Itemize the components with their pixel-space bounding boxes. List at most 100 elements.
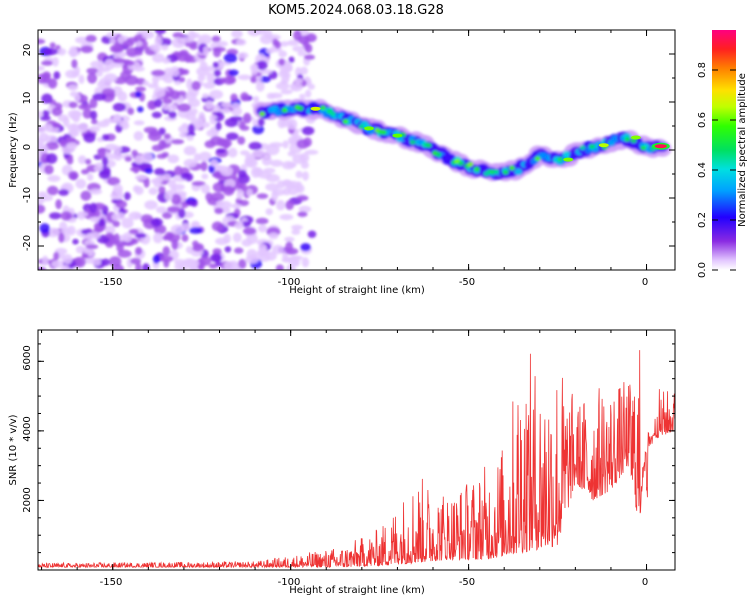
noise-cell — [128, 228, 139, 235]
noise-cell — [226, 132, 239, 141]
noise-cell — [152, 74, 160, 86]
noise-cell — [183, 258, 197, 265]
heatmap-blob-layer — [38, 30, 672, 270]
noise-cell — [237, 74, 252, 81]
noise-cell — [52, 122, 61, 128]
noise-cell — [124, 156, 132, 162]
colorbar-tick-label: 0.8 — [697, 62, 708, 78]
noise-cell — [169, 90, 181, 100]
noise-cell — [66, 156, 74, 165]
noise-cell — [98, 218, 106, 227]
noise-cell — [304, 54, 315, 60]
noise-cell — [137, 106, 144, 113]
noise-cell — [143, 177, 150, 188]
noise-cell — [91, 258, 102, 266]
noise-cell — [68, 101, 78, 109]
chart-title: KOM5.2024.068.03.18.G28 — [268, 3, 444, 18]
noise-cell — [62, 254, 73, 265]
noise-cell — [162, 211, 173, 219]
x-tick-label: -100 — [278, 277, 301, 288]
noise-cell — [62, 116, 70, 127]
noise-cell — [296, 195, 309, 201]
ridge-cell — [493, 169, 499, 175]
noise-cell — [106, 32, 117, 39]
noise-cell — [282, 140, 289, 149]
noise-cell — [186, 78, 193, 90]
noise-cell — [293, 30, 302, 41]
noise-cell — [162, 246, 171, 257]
noise-cell — [219, 107, 231, 114]
noise-cell — [303, 137, 312, 147]
noise-cell — [237, 52, 249, 59]
noise-cell — [300, 66, 308, 75]
hot-cell — [630, 135, 641, 140]
noise-cell — [228, 69, 239, 77]
noise-cell — [288, 56, 295, 63]
noise-cell — [42, 110, 50, 117]
noise-cell — [278, 50, 288, 58]
noise-cell — [66, 142, 78, 150]
noise-cell — [297, 50, 307, 57]
noise-cell — [154, 36, 163, 47]
noise-cell — [69, 91, 79, 97]
noise-cell — [110, 44, 124, 54]
noise-cell — [269, 142, 284, 148]
noise-cell — [49, 42, 56, 49]
noise-cell — [289, 255, 298, 267]
noise-cell — [134, 155, 145, 165]
noise-cell — [223, 261, 236, 270]
noise-cell — [117, 234, 129, 242]
noise-cell — [274, 40, 281, 49]
noise-cell — [168, 111, 177, 119]
noise-cell — [148, 129, 160, 137]
noise-cell — [148, 187, 158, 195]
noise-cell — [105, 92, 116, 98]
noise-cell — [38, 144, 49, 153]
noise-cell — [129, 166, 141, 172]
noise-cell — [251, 149, 266, 158]
noise-cell — [98, 169, 111, 180]
noise-cell — [241, 221, 251, 228]
noise-cell — [231, 30, 243, 39]
noise-cell — [45, 141, 59, 151]
noise-cell — [90, 60, 104, 69]
noise-cell — [238, 173, 250, 184]
noise-cell — [42, 123, 53, 132]
noise-cell — [85, 244, 99, 250]
noise-cell — [231, 203, 242, 209]
noise-cell — [45, 135, 58, 144]
noise-cell — [243, 112, 252, 124]
noise-cell — [217, 41, 229, 47]
noise-cell — [206, 72, 215, 83]
noise-cell — [167, 104, 178, 112]
noise-cell — [80, 45, 94, 54]
noise-cell — [263, 167, 276, 174]
noise-cell — [302, 171, 309, 181]
noise-cell — [127, 107, 135, 115]
noise-cell — [255, 81, 265, 92]
noise-cell — [164, 190, 173, 202]
noise-cell — [295, 170, 303, 179]
noise-cell — [49, 212, 62, 220]
colorbar-gradient — [712, 30, 736, 270]
noise-cell — [109, 38, 116, 44]
noise-cell — [105, 225, 116, 235]
noise-cell — [163, 259, 170, 268]
x-tick-label: -100 — [278, 577, 301, 588]
noise-cell — [73, 256, 86, 268]
noise-cell — [281, 75, 290, 84]
heatmap-cells — [38, 30, 672, 270]
noise-cell — [256, 193, 269, 199]
noise-cell — [116, 243, 124, 253]
noise-cell — [78, 74, 85, 84]
ridge-cell — [259, 111, 266, 117]
noise-cell — [47, 78, 58, 89]
noise-cell — [284, 236, 295, 243]
noise-cell — [242, 227, 257, 235]
noise-cell — [236, 39, 247, 46]
noise-cell — [89, 202, 97, 213]
noise-cell — [200, 161, 208, 172]
noise-cell — [135, 233, 147, 239]
noise-cell — [208, 263, 218, 269]
